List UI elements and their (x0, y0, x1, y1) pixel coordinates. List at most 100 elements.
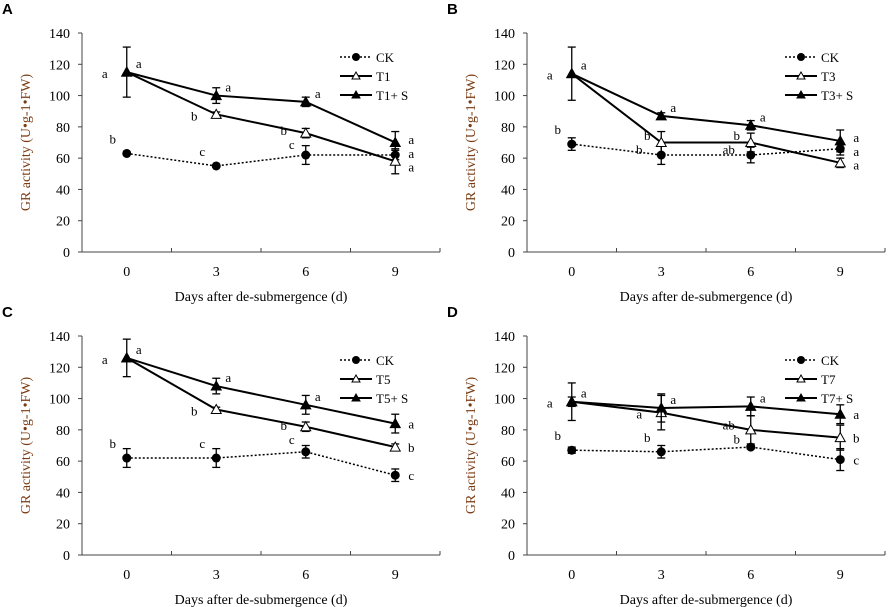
y-tick-label: 40 (56, 486, 70, 501)
data-point (211, 161, 221, 171)
y-tick-label: 40 (501, 183, 515, 198)
series-ck: b c c a (110, 131, 414, 171)
data-point (122, 453, 132, 463)
legend-marker (352, 53, 360, 61)
significance-letter: b (281, 418, 288, 433)
significance-letter: c (289, 432, 295, 447)
legend-marker (352, 356, 360, 364)
data-point (834, 134, 847, 146)
series-t3: a b a b a (547, 67, 859, 172)
y-tick-label: 140 (494, 27, 515, 42)
panel-b: B 0 20 40 60 80 100 120 140 0 3 6 9 Days after de-sub… (447, 1, 886, 305)
data-point (744, 400, 757, 411)
significance-letter: b (734, 128, 741, 143)
data-point (122, 148, 132, 158)
data-point (120, 351, 133, 363)
y-tick-label: 140 (49, 27, 70, 42)
significance-letter: b (555, 428, 562, 443)
y-tick-label: 120 (49, 361, 70, 376)
y-tick-label: 80 (56, 424, 70, 439)
significance-letter: a (408, 417, 414, 432)
data-point (744, 136, 757, 147)
legend-item: CK (340, 353, 395, 368)
significance-letter: b (555, 122, 562, 137)
y-axis-label: GR activity (U•g-1•FW) (464, 377, 479, 515)
significance-letter: a (225, 80, 231, 95)
x-axis-label: Days after de-submergence (d) (175, 290, 348, 305)
y-tick-label: 100 (494, 393, 515, 408)
significance-letter: c (199, 144, 205, 159)
y-tick-label: 0 (63, 549, 70, 564)
significance-letter: a (853, 130, 859, 145)
legend-label: T1 (376, 69, 390, 84)
x-tick-label: 0 (123, 265, 130, 280)
legend-item: T7+ S (785, 391, 853, 406)
significance-letter: a (670, 392, 676, 407)
series-line (126, 451, 396, 476)
significance-letter: a (315, 389, 321, 404)
data-point (655, 136, 668, 147)
significance-letter: a (853, 144, 859, 159)
x-tick-label: 9 (392, 265, 399, 280)
data-point (655, 109, 668, 121)
legend-marker (351, 89, 361, 99)
legend-marker (796, 89, 806, 99)
data-point (834, 431, 847, 443)
significance-letter: a (408, 146, 414, 161)
significance-letter: c (408, 468, 414, 483)
series-line (571, 72, 841, 164)
series-t5s: a a a a (120, 338, 414, 434)
panel-label: D (447, 304, 458, 321)
data-point (389, 441, 402, 452)
series-line (571, 72, 841, 142)
significance-letter: b (191, 108, 198, 123)
x-tick-label: 6 (747, 265, 754, 280)
data-point (389, 417, 402, 429)
significance-letter: a (853, 407, 859, 422)
x-tick-label: 9 (392, 568, 399, 583)
significance-letter: b (110, 436, 117, 451)
y-tick-label: 120 (49, 58, 70, 73)
significance-letter: c (289, 137, 295, 152)
data-point (210, 380, 223, 391)
y-tick-label: 20 (56, 518, 70, 533)
series-t1s: a a a a (120, 46, 414, 155)
significance-letter: a (853, 157, 859, 172)
legend-marker (796, 392, 806, 402)
legend-item: CK (785, 353, 840, 368)
y-tick-label: 40 (56, 183, 70, 198)
x-tick-label: 0 (568, 568, 575, 583)
legend-marker (351, 392, 361, 402)
legend-label: T1+ S (376, 88, 408, 103)
x-axis-label: Days after de-submergence (d) (620, 593, 793, 607)
data-point (746, 150, 756, 160)
y-tick-label: 60 (56, 455, 70, 470)
data-point (210, 108, 223, 119)
series-t1: a b b a (102, 66, 414, 174)
data-point (389, 136, 402, 147)
x-tick-label: 3 (213, 265, 220, 280)
data-point (565, 67, 578, 79)
significance-letter: b (636, 142, 643, 157)
y-tick-label: 60 (501, 152, 515, 167)
significance-letter: a (136, 342, 142, 357)
panel-c: C 0 20 40 60 80 100 120 140 0 3 6 9 Days after de-sub… (2, 304, 441, 607)
significance-letter: b (644, 128, 651, 143)
data-point (390, 470, 400, 480)
data-point (389, 155, 402, 166)
data-point (565, 395, 578, 407)
legend-label: CK (376, 353, 395, 368)
x-tick-label: 6 (302, 265, 309, 280)
data-point (567, 139, 577, 149)
x-tick-label: 6 (747, 568, 754, 583)
series-line (126, 357, 396, 449)
series-line (126, 356, 396, 425)
x-axis-label: Days after de-submergence (d) (175, 593, 348, 607)
x-tick-label: 0 (123, 568, 130, 583)
legend-item: CK (340, 50, 395, 65)
series-line (126, 71, 396, 144)
data-point (656, 150, 666, 160)
data-point (299, 127, 312, 138)
x-tick-label: 3 (213, 568, 220, 583)
